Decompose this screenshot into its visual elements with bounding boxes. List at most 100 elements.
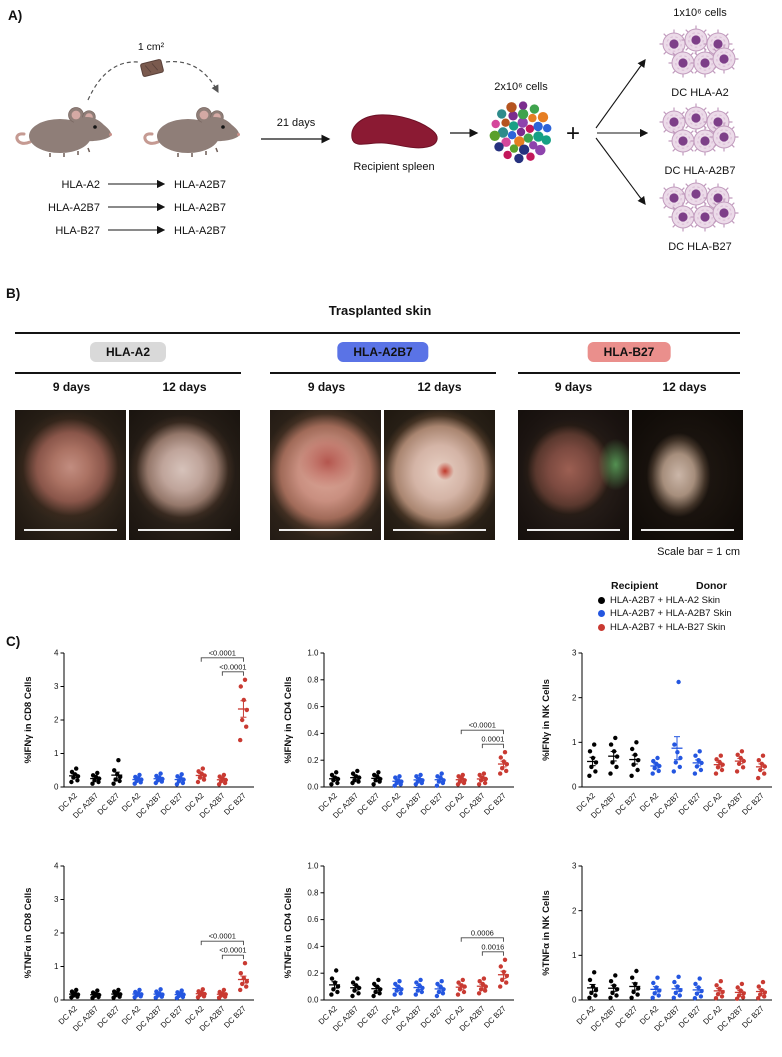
data-point — [714, 757, 719, 762]
data-point — [371, 782, 376, 787]
transplant-to: HLA-A2B7 — [174, 202, 226, 214]
group-divider — [15, 372, 241, 374]
skin-group-hla-a2: HLA-A2 9 days 12 days — [15, 286, 241, 568]
data-point — [350, 980, 356, 985]
data-point — [356, 779, 361, 784]
data-point — [392, 992, 397, 997]
data-point — [242, 677, 248, 682]
y-tick-label: 0 — [572, 783, 577, 792]
data-point — [630, 746, 635, 752]
data-point — [456, 980, 461, 985]
y-tick-label: 3 — [54, 682, 59, 691]
data-point — [718, 979, 723, 984]
transplant-to: HLA-A2B7 — [174, 179, 226, 191]
data-point — [116, 758, 121, 763]
p-value-label: 0.0006 — [471, 928, 494, 937]
timepoint-label: 9 days — [307, 380, 346, 394]
data-point — [756, 775, 761, 781]
dc-cluster-hla-b27-icon — [660, 180, 739, 232]
y-tick-label: 0.6 — [307, 915, 319, 924]
data-point — [739, 749, 745, 754]
x-tick-label: DC B27 — [96, 1004, 122, 1030]
skin-graft-icon — [140, 59, 164, 77]
y-axis-title: %IFNγ in NK Cells — [541, 679, 552, 761]
skin-photo-hla-a2b7-9d — [270, 410, 381, 540]
photo-scale-bar — [278, 529, 373, 531]
data-point — [636, 986, 641, 991]
data-point — [634, 740, 639, 745]
y-tick-label: 1.0 — [307, 649, 319, 658]
x-tick-label: DC B27 — [222, 791, 248, 817]
legend-dot-red — [598, 623, 605, 631]
data-point — [630, 975, 635, 980]
data-point — [587, 995, 592, 1000]
panel-b-label: B) — [6, 286, 21, 301]
data-point — [477, 979, 482, 984]
data-point — [719, 767, 725, 773]
data-point — [629, 995, 634, 1000]
y-tick-label: 0.8 — [307, 675, 319, 684]
branch-arrow-top-icon — [595, 58, 646, 129]
data-point — [629, 773, 634, 778]
data-point — [593, 993, 598, 998]
data-point — [460, 977, 465, 983]
skin-photo-hla-a2-9d — [15, 410, 126, 540]
data-point — [461, 989, 467, 995]
data-point — [95, 988, 100, 993]
data-point — [714, 983, 719, 988]
significance-bracket — [200, 657, 244, 662]
p-value-label: 0.0016 — [481, 942, 504, 951]
spleen-label: Recipient spleen — [353, 161, 434, 173]
data-point — [613, 973, 618, 978]
legend-entry-label: HLA-A2B7 + HLA-A2 Skin — [610, 594, 721, 606]
data-point — [500, 977, 505, 983]
legend-entry: HLA-A2B7 + HLA-A2B7 Skin — [598, 608, 778, 619]
data-point — [419, 989, 424, 995]
panel-b-transplanted-skin: B) Trasplanted skin HLA-A2 9 days 12 day… — [0, 286, 782, 568]
data-point — [740, 995, 746, 1000]
data-point — [655, 975, 660, 980]
skin-photo-hla-b27-9d — [518, 410, 629, 540]
data-point — [334, 968, 339, 973]
data-point — [196, 769, 201, 774]
data-point — [414, 980, 419, 985]
y-tick-label: 3 — [54, 895, 59, 904]
data-point — [180, 780, 186, 786]
data-point — [477, 772, 482, 778]
data-point — [418, 977, 423, 983]
data-point — [112, 768, 117, 773]
x-tick-label: DC B27 — [740, 791, 766, 817]
data-point — [413, 992, 418, 997]
photo-scale-bar — [23, 529, 118, 531]
data-point — [482, 988, 488, 993]
data-point — [372, 772, 377, 778]
data-point — [698, 994, 704, 999]
y-tick-label: 0.6 — [307, 702, 319, 711]
data-point — [614, 764, 619, 770]
skin-photo-hla-b27-12d — [632, 410, 743, 540]
data-point — [610, 990, 615, 996]
data-point — [335, 780, 340, 786]
data-point — [221, 772, 227, 778]
data-point — [158, 771, 163, 776]
timepoint-label: 9 days — [52, 380, 91, 394]
legend-entry-label: HLA-A2B7 + HLA-A2B7 Skin — [610, 608, 732, 619]
data-point — [651, 758, 656, 764]
data-point — [498, 771, 503, 776]
dc-group-label: DC HLA-A2B7 — [665, 165, 736, 177]
legend-donor-header: Donor — [696, 580, 727, 592]
chart-ifng-cd4-cells: 0.0 0.2 0.4 0.6 0.8 1.0 %IFNγ in CD4 Cells DC A… — [280, 645, 520, 843]
data-point — [74, 766, 79, 771]
x-tick-label: DC B27 — [677, 791, 703, 817]
y-tick-label: 0.8 — [307, 888, 319, 897]
data-point — [762, 771, 767, 776]
x-tick-label: DC B27 — [614, 1004, 640, 1030]
data-point — [195, 779, 201, 785]
data-point — [734, 769, 740, 774]
data-point — [90, 773, 96, 778]
dc-cluster-hla-a2b7-icon — [660, 104, 739, 156]
data-point — [221, 987, 227, 993]
data-point — [756, 996, 761, 1001]
chart-ifng-nk-cells: 0 1 2 3 %IFNγ in NK Cells DC A2 DC A2B7 DC B27 D… — [538, 645, 778, 843]
data-point — [735, 985, 740, 990]
